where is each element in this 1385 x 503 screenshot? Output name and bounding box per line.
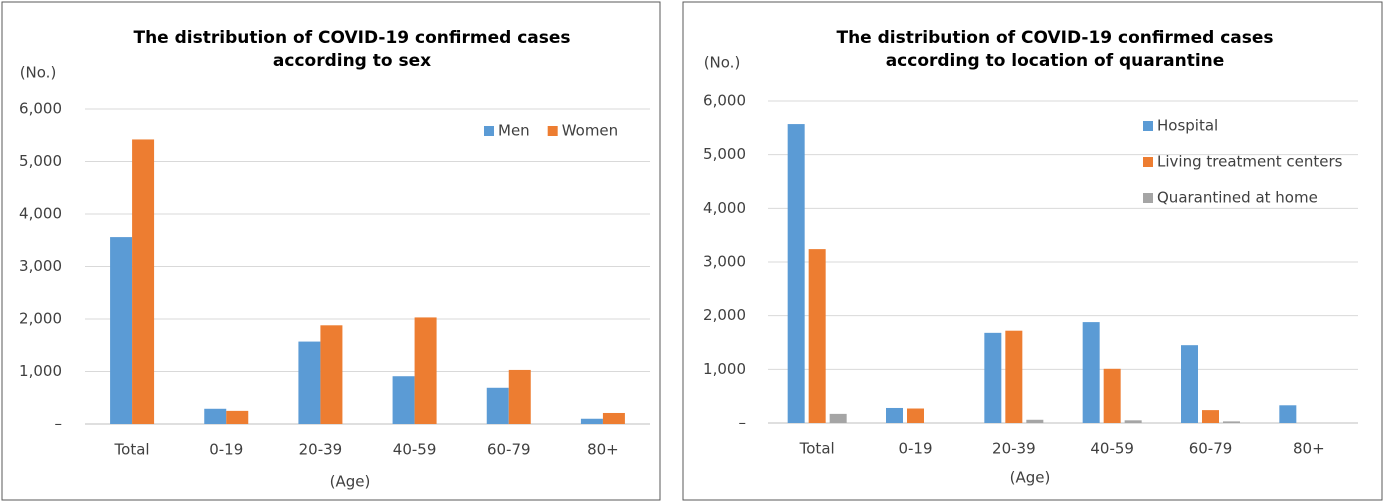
x-tick-label: 80+ (1293, 440, 1325, 458)
legend-swatch (1143, 193, 1153, 203)
bar (392, 376, 415, 424)
y-tick-label: 1,000 (703, 360, 746, 378)
y-tick-label: 2,000 (19, 310, 62, 328)
bar (1223, 421, 1240, 423)
bar (1103, 368, 1121, 423)
y-tick-label: 4,000 (19, 205, 62, 223)
bar (298, 341, 321, 424)
legend-swatch (547, 126, 558, 136)
legend-label: Women (562, 122, 618, 140)
legend-swatch (1143, 121, 1153, 131)
legend-label: Men (498, 122, 530, 140)
bar (1082, 322, 1100, 423)
bar (580, 418, 603, 424)
x-tick-label: 40-59 (393, 441, 437, 459)
y-tick-label: – (55, 415, 63, 433)
y-tick-label: 6,000 (703, 92, 746, 110)
bar (226, 410, 249, 424)
bar (984, 332, 1002, 423)
bar (787, 124, 805, 424)
x-tick-label: Total (799, 440, 835, 458)
x-tick-label: Total (114, 441, 150, 459)
bar (1124, 420, 1142, 423)
bar (414, 317, 437, 424)
bar (907, 408, 924, 423)
legend-label: Living treatment centers (1157, 153, 1343, 171)
bar (110, 237, 133, 424)
legend-label: Quarantined at home (1157, 189, 1318, 207)
bar (829, 413, 847, 423)
x-tick-label: 80+ (587, 441, 619, 459)
x-tick-label: 20-39 (992, 440, 1036, 458)
bar (1202, 410, 1219, 423)
bar (486, 387, 509, 424)
bar (132, 139, 155, 424)
bar (508, 369, 531, 424)
bar (886, 407, 903, 423)
x-tick-label: 60-79 (487, 441, 531, 459)
chart-title: The distribution of COVID-19 confirmed c… (836, 28, 1273, 48)
chart-title: The distribution of COVID-19 confirmed c… (133, 28, 570, 48)
chart-title: according to sex (273, 51, 431, 71)
x-tick-label: 0-19 (898, 440, 932, 458)
bar (1026, 419, 1044, 423)
chart-title: according to location of quarantine (886, 51, 1225, 71)
y-tick-label: 4,000 (703, 199, 746, 217)
bar (1181, 345, 1198, 423)
x-tick-label: 60-79 (1189, 440, 1233, 458)
legend-swatch (484, 126, 494, 136)
y-axis-label: (No.) (20, 64, 57, 82)
x-tick-label: 0-19 (209, 441, 243, 459)
bar (808, 249, 826, 423)
y-tick-label: 3,000 (19, 257, 62, 275)
bar (320, 325, 343, 424)
y-tick-label: 2,000 (703, 306, 746, 324)
y-tick-label: 5,000 (19, 152, 62, 170)
y-tick-label: 6,000 (19, 100, 62, 118)
y-axis-label: (No.) (704, 54, 741, 72)
y-tick-label: 5,000 (703, 145, 746, 163)
legend-swatch (1143, 157, 1153, 167)
y-tick-label: 3,000 (703, 253, 746, 271)
x-axis-label: (Age) (330, 473, 371, 491)
y-tick-label: – (739, 414, 747, 432)
bar (204, 408, 227, 424)
x-tick-label: 20-39 (299, 441, 343, 459)
y-tick-label: 1,000 (19, 362, 62, 380)
bar (1005, 330, 1023, 423)
x-axis-label: (Age) (1010, 469, 1051, 487)
x-tick-label: 40-59 (1090, 440, 1134, 458)
bar (1279, 405, 1297, 423)
chart-frame (1, 1, 661, 501)
bar (602, 412, 625, 424)
legend-label: Hospital (1157, 117, 1218, 135)
